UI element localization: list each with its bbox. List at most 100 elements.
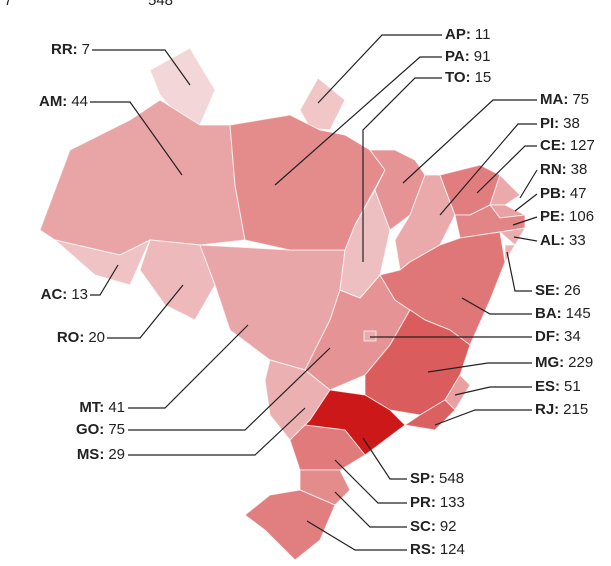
state-label: AP: 11 <box>445 26 490 43</box>
state-label: SC: 92 <box>410 518 457 535</box>
leader-line <box>317 34 442 104</box>
leader-line <box>514 193 538 212</box>
state-value: 133 <box>440 494 465 511</box>
state-label: PI: 38 <box>540 115 580 132</box>
state <box>244 489 336 561</box>
state <box>363 330 377 342</box>
state-code: PI: <box>540 115 559 132</box>
state-value: 548 <box>439 470 464 487</box>
leaders <box>90 34 538 551</box>
state-label: MA: 75 <box>540 91 589 108</box>
state-value: 124 <box>440 541 465 558</box>
state-label: MS: 29 <box>77 446 125 463</box>
state <box>39 99 246 256</box>
states <box>39 47 527 561</box>
state-value: 20 <box>88 329 105 346</box>
leader-line <box>334 459 407 504</box>
leader-line <box>128 347 331 431</box>
state-code: PB: <box>540 185 566 202</box>
state-code: RJ: <box>535 401 559 418</box>
state-label: PA: 91 <box>445 48 490 65</box>
leader-line <box>454 386 532 396</box>
state <box>54 238 152 286</box>
state-code: RN: <box>540 161 567 178</box>
state-value: 215 <box>563 401 588 418</box>
state <box>504 244 516 264</box>
leader-line <box>402 99 537 184</box>
leader-line <box>306 520 407 551</box>
state-label: GO: 75 <box>76 421 125 438</box>
leader-line <box>90 101 183 176</box>
leader-line <box>439 123 537 216</box>
state-code: PA: <box>445 48 470 65</box>
state-code: CE: <box>540 137 566 154</box>
state-code: GO: <box>76 421 104 438</box>
state-label: MG: 229 <box>535 354 593 371</box>
state-code: PR: <box>410 494 436 511</box>
state-label: AL: 33 <box>540 232 586 249</box>
state-code: RS: <box>410 541 436 558</box>
state-code: MS: <box>77 446 105 463</box>
state-code: SE: <box>535 282 560 299</box>
leader-line <box>107 284 184 339</box>
state-code: MT: <box>79 399 104 416</box>
leader-line <box>90 264 119 296</box>
state-code: AM: <box>39 93 67 110</box>
state-value: 92 <box>440 518 457 535</box>
state-value: 33 <box>569 232 586 249</box>
state-label: TO: 15 <box>445 69 491 86</box>
leader-line <box>362 77 442 262</box>
state-value: 51 <box>564 378 581 395</box>
leader-line <box>334 491 407 528</box>
state-code: AP: <box>445 26 471 43</box>
state-label: PB: 47 <box>540 185 587 202</box>
scale-max: 548 <box>148 0 173 9</box>
leader-line <box>519 169 538 199</box>
state-code: PE: <box>540 208 565 225</box>
state-value: 38 <box>571 161 588 178</box>
state-label: BA: 145 <box>535 305 591 322</box>
state-label: RJ: 215 <box>535 401 588 418</box>
state <box>299 77 346 131</box>
state-label: ES: 51 <box>535 378 581 395</box>
state-value: 34 <box>564 328 581 345</box>
state-label: MT: 41 <box>79 399 125 416</box>
state-code: RO: <box>57 329 85 346</box>
state <box>229 114 386 251</box>
leader-line <box>434 409 532 426</box>
scale-min: 7 <box>4 0 12 9</box>
state-code: SP: <box>410 470 435 487</box>
state-label: DF: 34 <box>535 328 581 345</box>
leader-line <box>476 145 537 194</box>
state-label: SE: 26 <box>535 282 581 299</box>
state-value: 106 <box>569 208 594 225</box>
state <box>339 188 391 299</box>
state-value: 38 <box>563 115 580 132</box>
leader-line <box>128 324 249 409</box>
leader-line <box>128 407 306 456</box>
state-value: 26 <box>564 282 581 299</box>
state-code: DF: <box>535 328 560 345</box>
leader-line <box>461 297 532 315</box>
state-value: 29 <box>108 446 125 463</box>
leader-line <box>92 49 191 86</box>
state-value: 13 <box>71 286 88 303</box>
state-code: TO: <box>445 69 471 86</box>
state-label: SP: 548 <box>410 470 464 487</box>
state-code: SC: <box>410 518 436 535</box>
state-code: AC: <box>41 286 68 303</box>
state-value: 229 <box>568 354 593 371</box>
leader-line <box>512 216 538 226</box>
state-code: BA: <box>535 305 562 322</box>
state-value: 75 <box>572 91 589 108</box>
state-code: AL: <box>540 232 565 249</box>
state-code: RR: <box>51 41 78 58</box>
state-label: AM: 44 <box>39 93 88 110</box>
state-value: 91 <box>474 48 491 65</box>
state-value: 11 <box>475 26 491 43</box>
leader-line <box>362 437 407 480</box>
state-label: RO: 20 <box>57 329 105 346</box>
leader-line <box>274 56 442 186</box>
state-label: RN: 38 <box>540 161 587 178</box>
